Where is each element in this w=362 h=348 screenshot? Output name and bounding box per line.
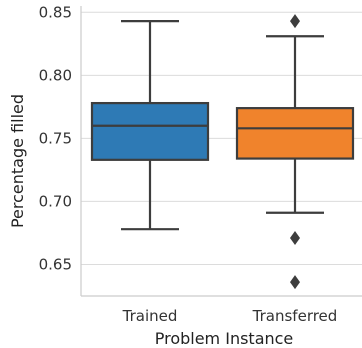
y-axis-title: Percentage filled — [8, 94, 27, 228]
y-tick-labels: 0.65 0.70 0.75 0.80 0.85 — [39, 3, 72, 273]
outlier-transferred-2 — [290, 275, 300, 290]
iqr-box-trained — [90, 101, 210, 161]
y-tick-label-1: 0.70 — [39, 192, 72, 210]
outlier-transferred-0 — [290, 14, 300, 29]
y-tick-label-4: 0.85 — [39, 3, 72, 21]
y-tick-label-2: 0.75 — [39, 129, 72, 147]
axes — [80, 6, 362, 297]
y-tick-label-3: 0.80 — [39, 66, 72, 84]
box-trained — [90, 20, 210, 231]
x-tick-label-transferred: Transferred — [252, 307, 338, 325]
x-tick-labels: Trained Transferred — [122, 307, 338, 325]
x-tick-label-trained: Trained — [122, 307, 178, 325]
outlier-transferred-1 — [290, 231, 300, 245]
box-transferred — [235, 14, 355, 290]
y-tick-label-0: 0.65 — [39, 255, 72, 273]
boxes — [90, 14, 355, 290]
x-axis-title: Problem Instance — [155, 329, 294, 348]
iqr-box-transferred — [235, 107, 355, 160]
